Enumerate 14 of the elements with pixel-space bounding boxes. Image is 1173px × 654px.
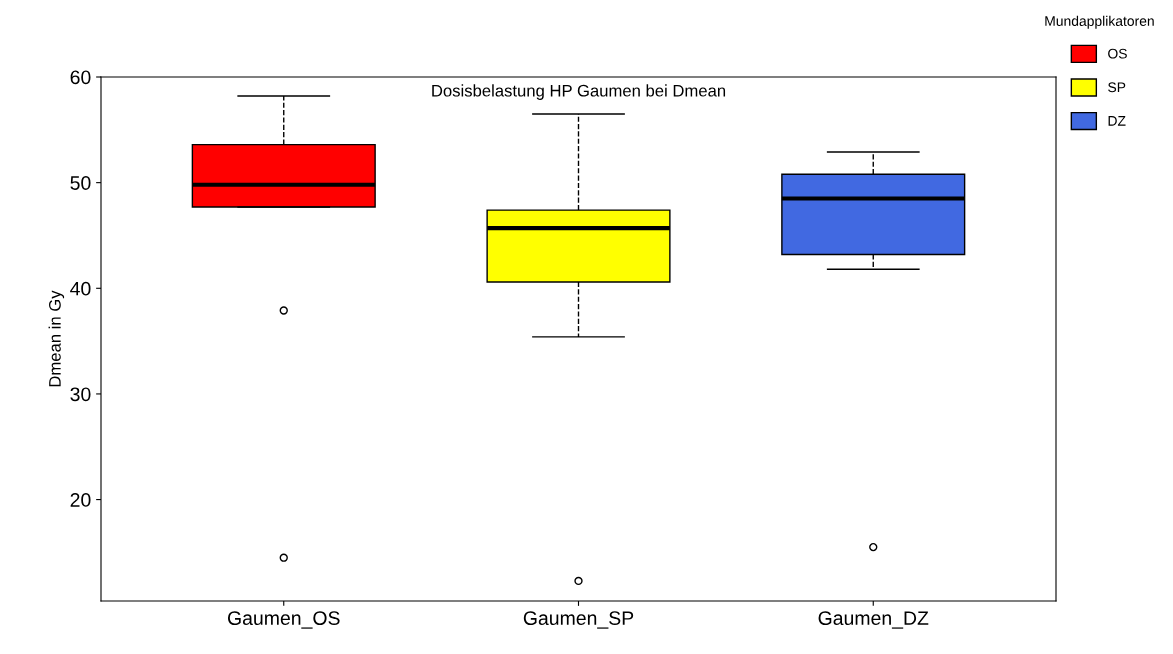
legend-label: DZ: [1108, 116, 1126, 126]
y-tick-label: 50: [70, 176, 91, 190]
y-axis-title: Dmean in Gy: [48, 290, 65, 387]
x-tick-label: Gaumen_OS: [227, 611, 340, 629]
chart-title: Dosisbelastung HP Gaumen bei Dmean: [432, 84, 726, 100]
y-tick-label: 40: [70, 281, 91, 296]
y-tick-label: 30: [70, 387, 91, 402]
legend-label: SP: [1108, 82, 1126, 93]
x-tick-label: Gaumen_SP: [523, 611, 634, 629]
legend-title: Mundapplikatoren: [1045, 15, 1154, 29]
y-tick-label: 60: [70, 70, 91, 85]
x-tick-label: Gaumen_DZ: [818, 611, 929, 629]
legend-label: OS: [1108, 48, 1127, 59]
y-tick-label: 20: [70, 493, 91, 507]
